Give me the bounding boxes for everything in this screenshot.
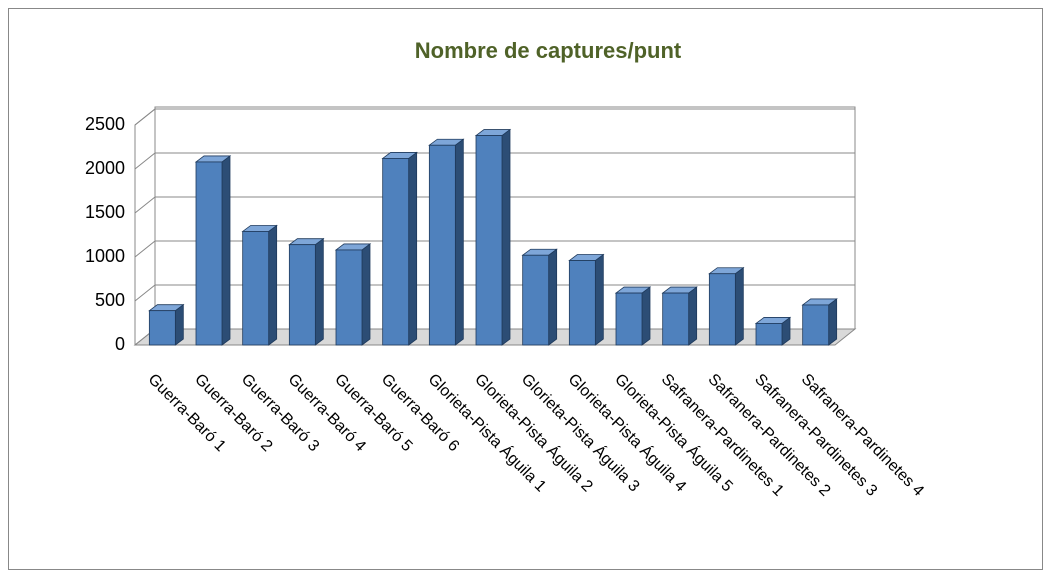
y-tick-label: 2000 bbox=[85, 158, 125, 178]
bar bbox=[522, 254, 550, 346]
bar bbox=[288, 244, 316, 346]
bar-side bbox=[548, 248, 558, 346]
bar-side bbox=[828, 298, 838, 346]
bar-side bbox=[314, 237, 324, 346]
y-tick-label: 1500 bbox=[85, 202, 125, 222]
bar bbox=[755, 323, 783, 346]
bar bbox=[428, 144, 456, 346]
bar bbox=[242, 231, 270, 346]
bar-side bbox=[454, 138, 464, 346]
grid-line bbox=[134, 152, 855, 170]
bar bbox=[195, 161, 223, 346]
bar bbox=[335, 249, 363, 346]
bar bbox=[568, 260, 596, 346]
bar bbox=[708, 273, 736, 346]
bar-side bbox=[408, 151, 418, 346]
bar-side bbox=[174, 303, 184, 346]
bar-side bbox=[268, 224, 278, 346]
bar-side bbox=[688, 286, 698, 346]
grid-line bbox=[134, 196, 855, 214]
bar bbox=[615, 292, 643, 346]
bar-side bbox=[361, 243, 371, 346]
y-tick-label: 0 bbox=[115, 334, 125, 354]
bar-side bbox=[221, 155, 231, 346]
y-tick-label: 1000 bbox=[85, 246, 125, 266]
bar bbox=[148, 310, 176, 346]
chart-title: Nombre de captures/punt bbox=[415, 38, 682, 63]
grid-line bbox=[134, 284, 855, 302]
bar-side bbox=[641, 286, 651, 346]
bar bbox=[475, 135, 503, 346]
bar bbox=[382, 158, 410, 346]
grid-line bbox=[134, 240, 855, 258]
back-wall bbox=[154, 106, 856, 329]
bar bbox=[662, 292, 690, 346]
grid-line bbox=[134, 108, 855, 126]
bar-side bbox=[501, 128, 511, 346]
bar bbox=[802, 304, 830, 346]
bar-side bbox=[734, 266, 744, 346]
y-tick-label: 2500 bbox=[85, 114, 125, 134]
bar-side bbox=[594, 253, 604, 346]
y-tick-label: 500 bbox=[95, 290, 125, 310]
